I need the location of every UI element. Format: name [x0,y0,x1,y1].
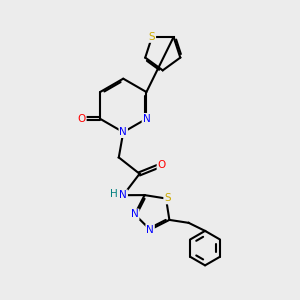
Text: S: S [148,32,155,42]
Text: N: N [131,209,139,219]
Text: O: O [158,160,166,170]
Text: N: N [119,127,127,137]
Text: N: N [142,114,150,124]
Text: O: O [77,114,86,124]
Text: S: S [164,194,171,203]
Text: H: H [110,189,118,199]
Text: N: N [119,190,127,200]
Text: N: N [146,225,154,235]
